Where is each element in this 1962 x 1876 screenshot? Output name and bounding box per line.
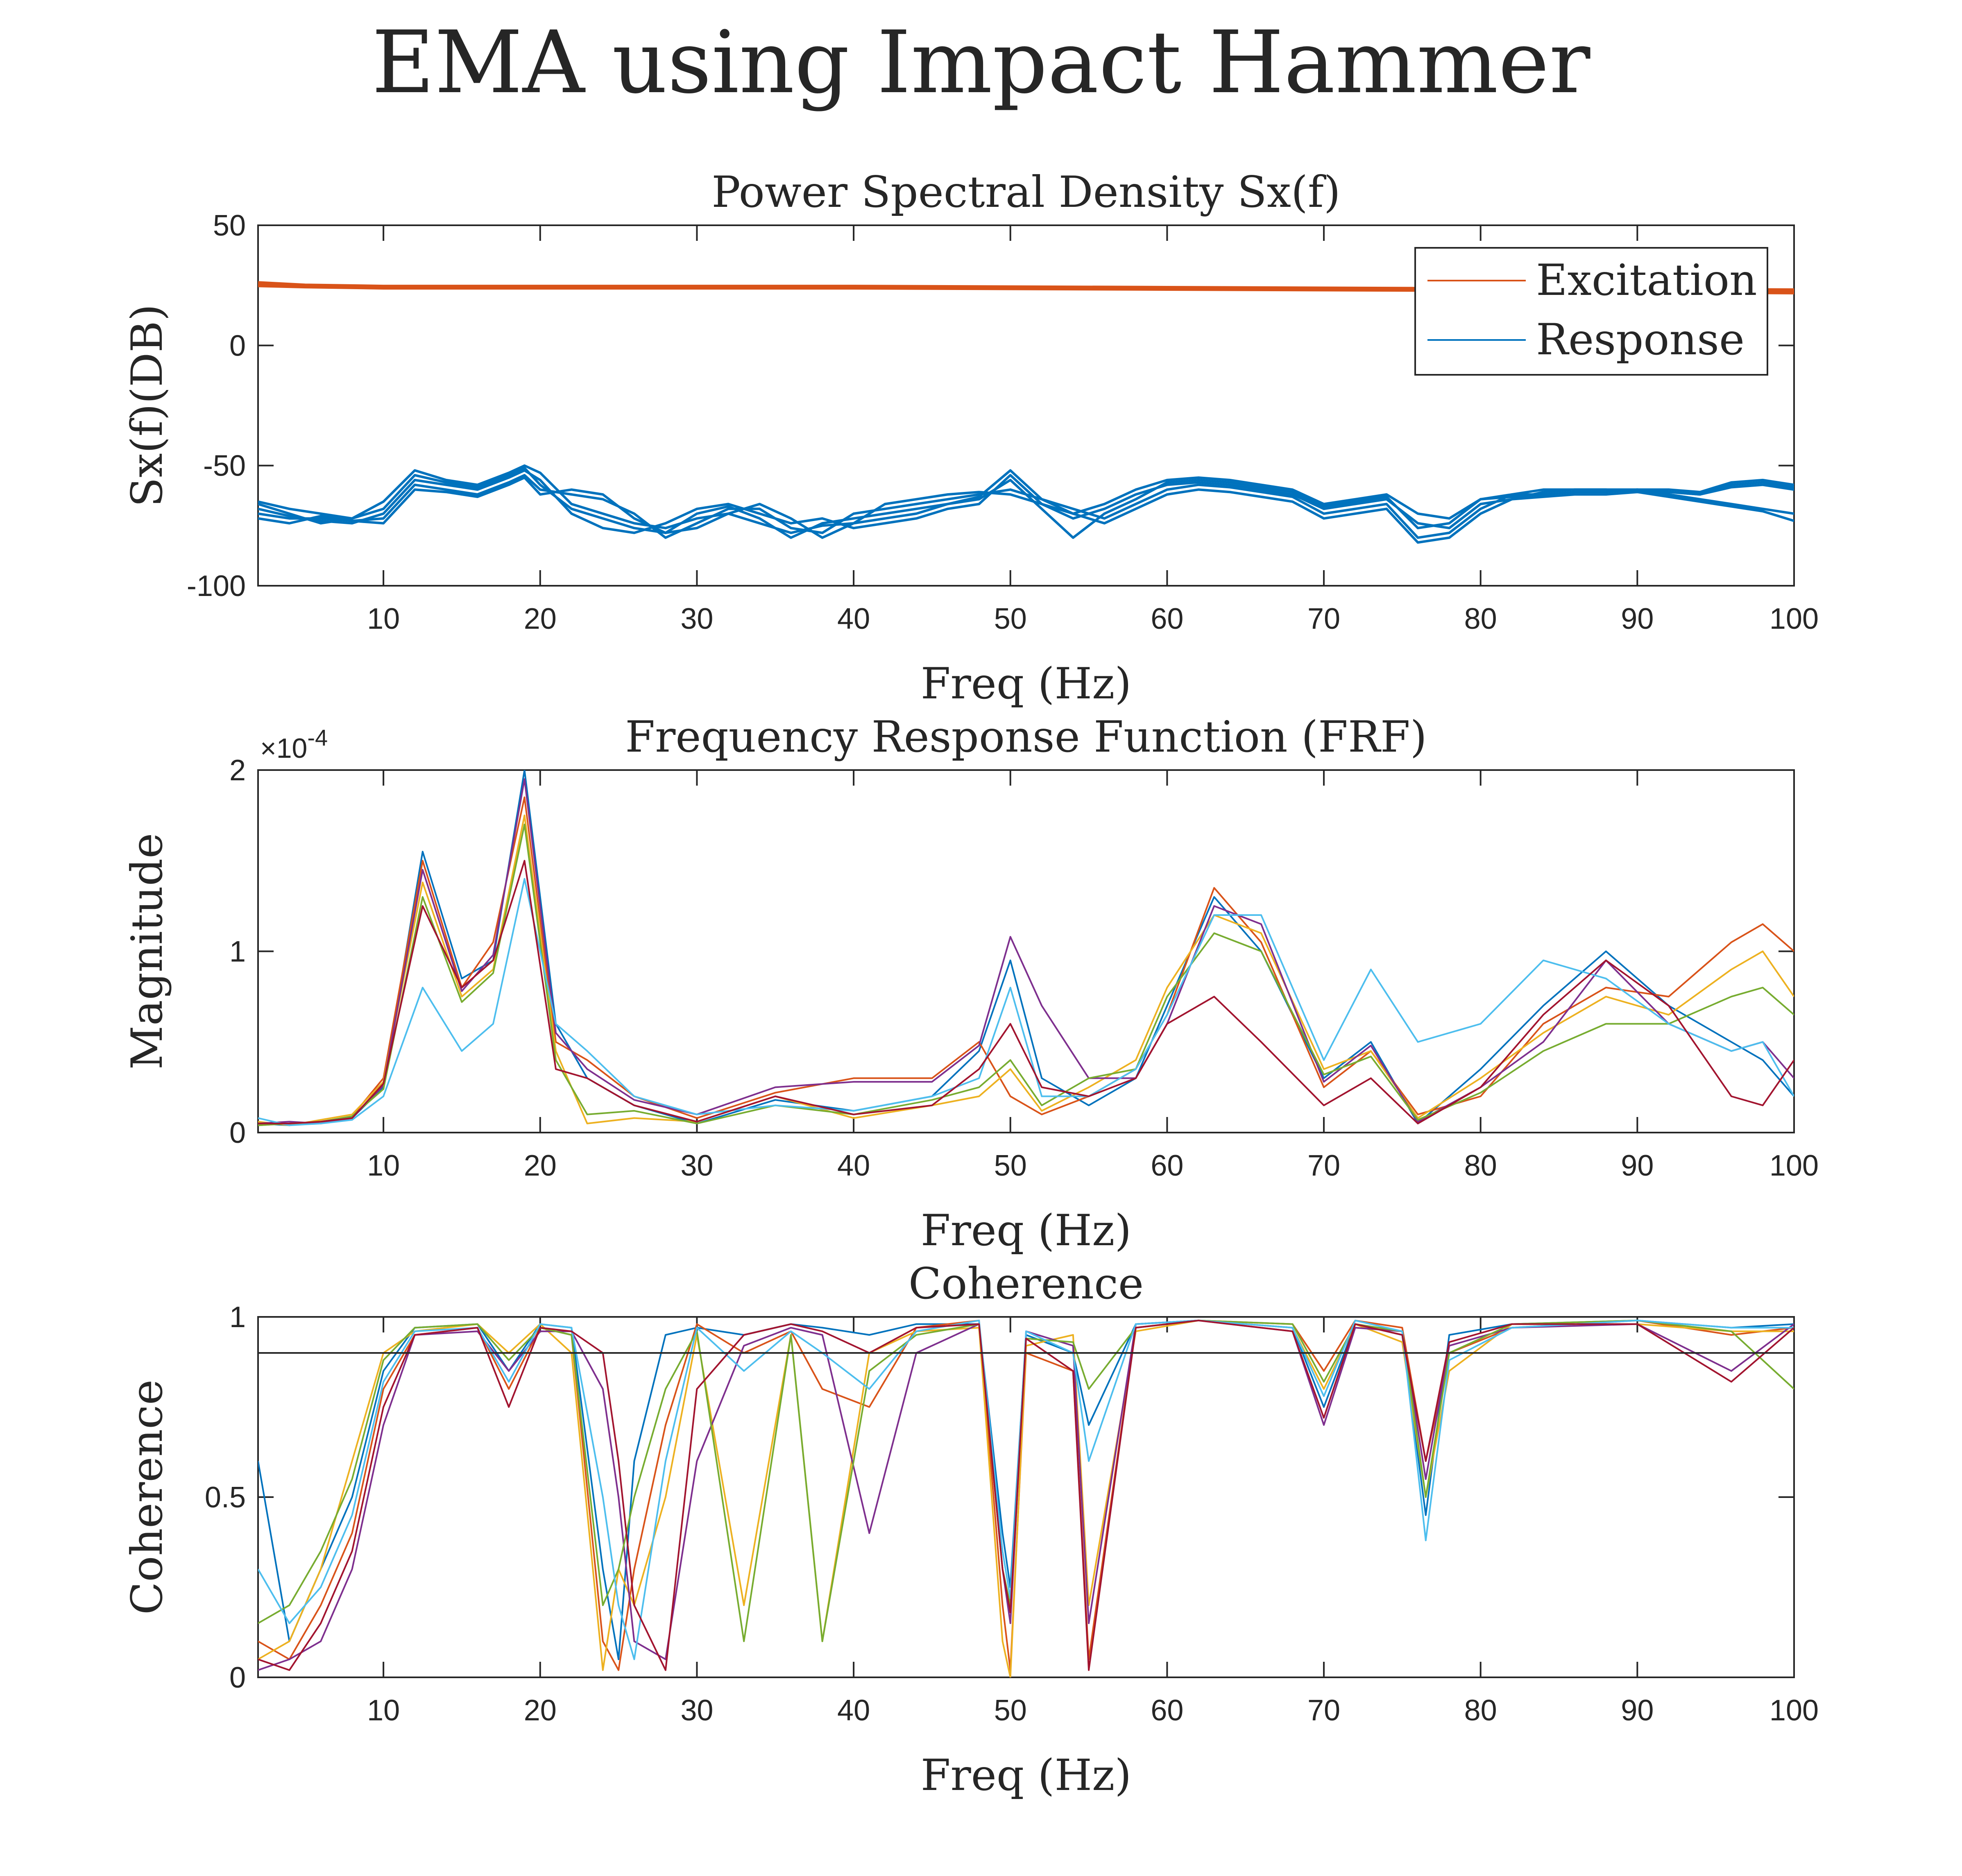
frf-x-tick-label: 100: [1769, 1149, 1819, 1182]
frf-series-line: [258, 796, 1794, 1126]
frf-x-tick-label: 20: [524, 1149, 557, 1182]
frf-exponent-base: ×10: [260, 733, 307, 764]
psd-x-axis-label: Freq (Hz): [921, 659, 1132, 709]
frf-series-line: [258, 860, 1794, 1124]
psd-y-axis-label: Sx(f)(DB): [122, 304, 172, 507]
coh-x-tick-label: 50: [994, 1694, 1027, 1727]
coh-y-tick-label: 1: [229, 1301, 246, 1334]
frf-x-tick-label: 30: [680, 1149, 713, 1182]
frf-y-tick-label: 0: [229, 1117, 246, 1149]
psd-series-line: [258, 476, 1794, 544]
figure-title: EMA using Impact Hammer: [372, 12, 1590, 113]
coh-x-tick-label: 60: [1151, 1694, 1183, 1727]
psd-legend-label: Response: [1536, 315, 1745, 365]
frf-series-line: [258, 814, 1794, 1126]
frf-x-tick-label: 90: [1621, 1149, 1654, 1182]
psd-series-line: [258, 469, 1794, 534]
frf-x-tick-label: 40: [837, 1149, 870, 1182]
coh-x-axis-label: Freq (Hz): [921, 1750, 1132, 1800]
coh-x-tick-label: 30: [680, 1694, 713, 1727]
psd-x-tick-label: 100: [1769, 603, 1819, 635]
psd-x-tick-label: 30: [680, 603, 713, 635]
coh-y-tick-label: 0.5: [205, 1481, 246, 1514]
frf-series-group: [258, 770, 1794, 1126]
frf-plot-area: [257, 769, 1795, 1133]
frf-x-tick-label: 80: [1464, 1149, 1497, 1182]
psd-y-tick-label: -50: [203, 450, 246, 483]
psd-title: Power Spectral Density Sx(f): [711, 167, 1340, 217]
frf-exponent-power: -4: [307, 725, 328, 750]
psd-legend-box: [1414, 247, 1768, 376]
psd-x-tick-label: 50: [994, 603, 1027, 635]
frf-x-tick-label: 60: [1151, 1149, 1183, 1182]
coh-y-axis-label: Coherence: [122, 1380, 172, 1615]
coh-x-tick-label: 100: [1769, 1694, 1819, 1727]
frf-x-tick-label: 50: [994, 1149, 1027, 1182]
psd-x-tick-label: 20: [524, 603, 557, 635]
coh-plot-area: [257, 1316, 1795, 1678]
psd-x-tick-label: 90: [1621, 603, 1654, 635]
psd-panel: Power Spectral Density Sx(f) Freq (Hz) Sx(…: [122, 167, 1819, 709]
frf-series-line: [258, 823, 1794, 1126]
psd-x-tick-label: 80: [1464, 603, 1497, 635]
frf-x-axis-label: Freq (Hz): [921, 1205, 1132, 1255]
coh-x-tick-label: 70: [1307, 1694, 1340, 1727]
frf-y-axis-label: Magnitude: [122, 833, 172, 1070]
coh-x-tick-label: 90: [1621, 1694, 1654, 1727]
frf-panel: Frequency Response Function (FRF) Freq (H…: [122, 712, 1819, 1255]
psd-y-tick-label: -100: [187, 570, 246, 603]
frf-x-tick-label: 70: [1307, 1149, 1340, 1182]
frf-x-tick-label: 10: [367, 1149, 400, 1182]
psd-y-tick-label: 0: [229, 329, 246, 362]
coh-series-line: [258, 1319, 1794, 1671]
frf-series-line: [258, 878, 1794, 1126]
coh-x-tick-label: 80: [1464, 1694, 1497, 1727]
frf-y-tick-label: 2: [229, 754, 246, 787]
frf-y-tick-label: 1: [229, 936, 246, 968]
psd-legend-label: Excitation: [1536, 255, 1757, 305]
coh-x-tick-label: 10: [367, 1694, 400, 1727]
frf-exponent-label: ×10-4: [260, 725, 328, 764]
coh-x-tick-label: 20: [524, 1694, 557, 1727]
coh-x-tick-label: 40: [837, 1694, 870, 1727]
psd-x-tick-label: 40: [837, 603, 870, 635]
frf-series-line: [258, 778, 1794, 1124]
frf-title: Frequency Response Function (FRF): [625, 712, 1427, 762]
frf-series-line: [258, 770, 1794, 1126]
psd-x-tick-label: 10: [367, 603, 400, 635]
psd-x-tick-label: 60: [1151, 603, 1183, 635]
psd-legend: Excitation Response: [1414, 247, 1768, 376]
coh-title: Coherence: [909, 1259, 1144, 1309]
psd-series-line: [258, 474, 1794, 539]
psd-y-tick-label: 50: [213, 209, 246, 242]
coh-y-tick-label: 0: [229, 1661, 246, 1694]
psd-x-tick-label: 70: [1307, 603, 1340, 635]
coh-series-line: [258, 1319, 1794, 1660]
